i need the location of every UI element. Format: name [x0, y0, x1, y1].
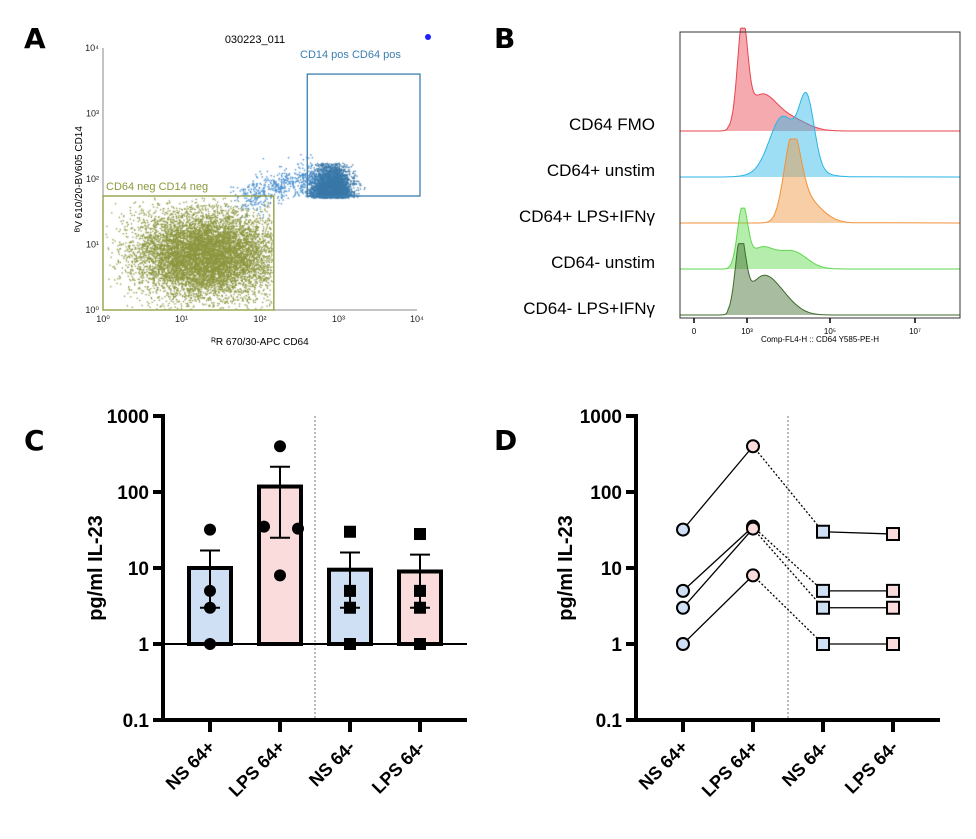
data-point — [886, 527, 900, 542]
histogram-label: CD64 FMO — [569, 115, 655, 134]
data-point — [292, 522, 304, 535]
x-tick-a: 10⁴ — [410, 314, 424, 324]
data-point — [816, 600, 830, 615]
y-tick-a: 10² — [86, 174, 99, 184]
data-point — [414, 638, 426, 650]
histogram-label: CD64+ unstim — [547, 161, 655, 180]
data-point — [274, 440, 286, 453]
x-tick-a: 10² — [253, 314, 266, 324]
data-point — [204, 523, 216, 536]
data-point — [746, 439, 760, 454]
y-axis-label-c: pg/ml IL-23 — [85, 515, 107, 621]
data-point — [414, 528, 426, 541]
series-line-dotted — [752, 574, 824, 645]
x-tick-a: 10⁰ — [96, 314, 110, 324]
y-tick-a: 10¹ — [86, 240, 99, 250]
x-tick-b: 10⁵ — [824, 327, 836, 336]
x-tick-label: NS 64- — [305, 737, 359, 791]
panel-label-a: A — [24, 22, 46, 55]
data-point — [344, 525, 356, 538]
x-tick-b: 10⁷ — [909, 327, 921, 336]
panel-label-b: B — [494, 22, 515, 55]
y-tick-a: 10⁴ — [85, 43, 99, 53]
histogram-4 — [680, 243, 960, 316]
series-line — [682, 574, 754, 645]
x-axis-label-b: Comp-FL4-H :: CD64 Y585-PE-H — [761, 335, 879, 344]
series-line — [822, 531, 894, 535]
data-point — [274, 569, 286, 582]
histogram-3 — [680, 207, 960, 270]
gate-1 — [102, 195, 275, 311]
y-tick-a: 10³ — [86, 109, 99, 119]
y-tick-label: 1 — [138, 635, 149, 656]
x-tick-b: 0 — [692, 327, 697, 336]
data-point — [676, 522, 690, 537]
x-tick-label: NS 64- — [778, 737, 832, 791]
y-tick-label: 10 — [601, 559, 622, 580]
histogram-2 — [680, 138, 961, 224]
y-tick-label: 1 — [611, 635, 622, 656]
data-point — [204, 584, 216, 597]
data-point — [676, 600, 690, 615]
y-tick-label: 0.1 — [596, 711, 623, 732]
x-tick-b: 10³ — [741, 327, 753, 336]
histogram-0 — [680, 27, 960, 132]
data-point — [344, 601, 356, 614]
data-point — [886, 637, 900, 651]
data-point — [746, 568, 760, 583]
marker-dot — [425, 34, 431, 40]
series-line — [682, 445, 754, 531]
y-tick-label: 100 — [117, 483, 149, 504]
scatter-cloud — [0, 0, 976, 360]
series-line — [682, 528, 754, 609]
x-axis-label-a: ᴿR 670/30-APC CD64 — [211, 337, 309, 348]
data-point — [746, 521, 760, 536]
y-tick-a: 10⁰ — [85, 305, 99, 315]
x-tick-label: LPS 64+ — [225, 737, 289, 801]
x-tick-label: LPS 64- — [368, 737, 429, 798]
data-point — [414, 584, 426, 597]
x-tick-label: LPS 64+ — [698, 737, 762, 801]
panel-label-d: D — [494, 424, 517, 457]
sample-title: 030223_011 — [225, 34, 285, 46]
plot-frame-b — [679, 31, 961, 319]
histogram-label: CD64- LPS+IFNγ — [523, 299, 655, 318]
y-axis-label-d: pg/ml IL-23 — [555, 515, 577, 621]
data-point — [816, 583, 830, 598]
data-point — [344, 584, 356, 597]
data-point — [414, 601, 426, 614]
y-tick-label: 1000 — [107, 407, 149, 428]
histogram-label: CD64- unstim — [551, 253, 655, 272]
gate-label-negative: CD64 neg CD14 neg — [106, 181, 208, 193]
x-tick-a: 10¹ — [175, 314, 188, 324]
data-point — [816, 637, 830, 651]
data-point — [886, 583, 900, 598]
series-line-dotted — [752, 528, 824, 609]
panel-label-c: C — [24, 424, 45, 457]
x-tick-label: NS 64+ — [635, 737, 692, 794]
data-point — [258, 520, 270, 533]
y-axis-label-a: ᴮV 610/20-BV605 CD14 — [74, 126, 85, 232]
data-point — [204, 601, 216, 614]
y-tick-label: 10 — [128, 559, 149, 580]
data-point — [204, 638, 216, 650]
y-tick-label: 1000 — [580, 407, 622, 428]
data-point — [344, 638, 356, 650]
gate-0 — [306, 73, 421, 197]
data-point — [816, 524, 830, 539]
data-point — [676, 583, 690, 598]
y-tick-label: 0.1 — [123, 711, 150, 732]
histogram-1 — [680, 91, 961, 178]
x-tick-a: 10³ — [332, 314, 345, 324]
series-line — [682, 526, 754, 592]
data-point — [676, 637, 690, 651]
data-point — [886, 600, 900, 615]
x-tick-label: LPS 64- — [841, 737, 902, 798]
y-tick-label: 100 — [590, 483, 622, 504]
x-tick-label: NS 64+ — [162, 737, 219, 794]
series-line-dotted — [752, 445, 824, 533]
histogram-label: CD64+ LPS+IFNγ — [519, 207, 656, 226]
gate-label-positive: CD14 pos CD64 pos — [300, 49, 401, 61]
